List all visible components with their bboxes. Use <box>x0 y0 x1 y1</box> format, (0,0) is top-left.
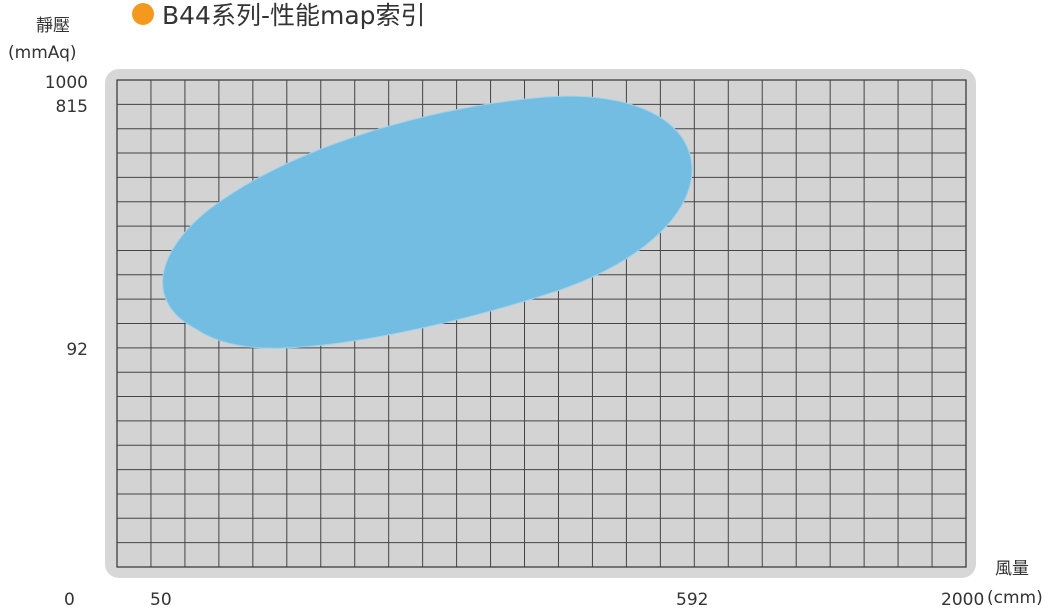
x-tick-label-2000: 2000 <box>941 590 985 610</box>
chart-title-group: B44系列-性能map索引 <box>132 0 426 34</box>
y-tick-label-815: 815 <box>55 97 88 117</box>
y-tick-label-92: 92 <box>66 340 88 360</box>
title-bullet-icon <box>132 3 154 25</box>
performance-region <box>162 95 693 349</box>
x-axis-label-name: 風量 <box>995 559 1029 579</box>
x-axis-label-unit: (cmm) <box>987 588 1043 608</box>
chart-title: B44系列-性能map索引 <box>162 1 426 30</box>
x-tick-label-50: 50 <box>150 590 172 610</box>
x-tick-label-592: 592 <box>676 590 709 610</box>
y-tick-label-1000: 1000 <box>44 73 88 93</box>
y-axis-label-name: 靜壓 <box>36 16 70 36</box>
origin-label: 0 <box>64 590 75 610</box>
y-axis-label-unit: (mmAq) <box>8 43 77 63</box>
